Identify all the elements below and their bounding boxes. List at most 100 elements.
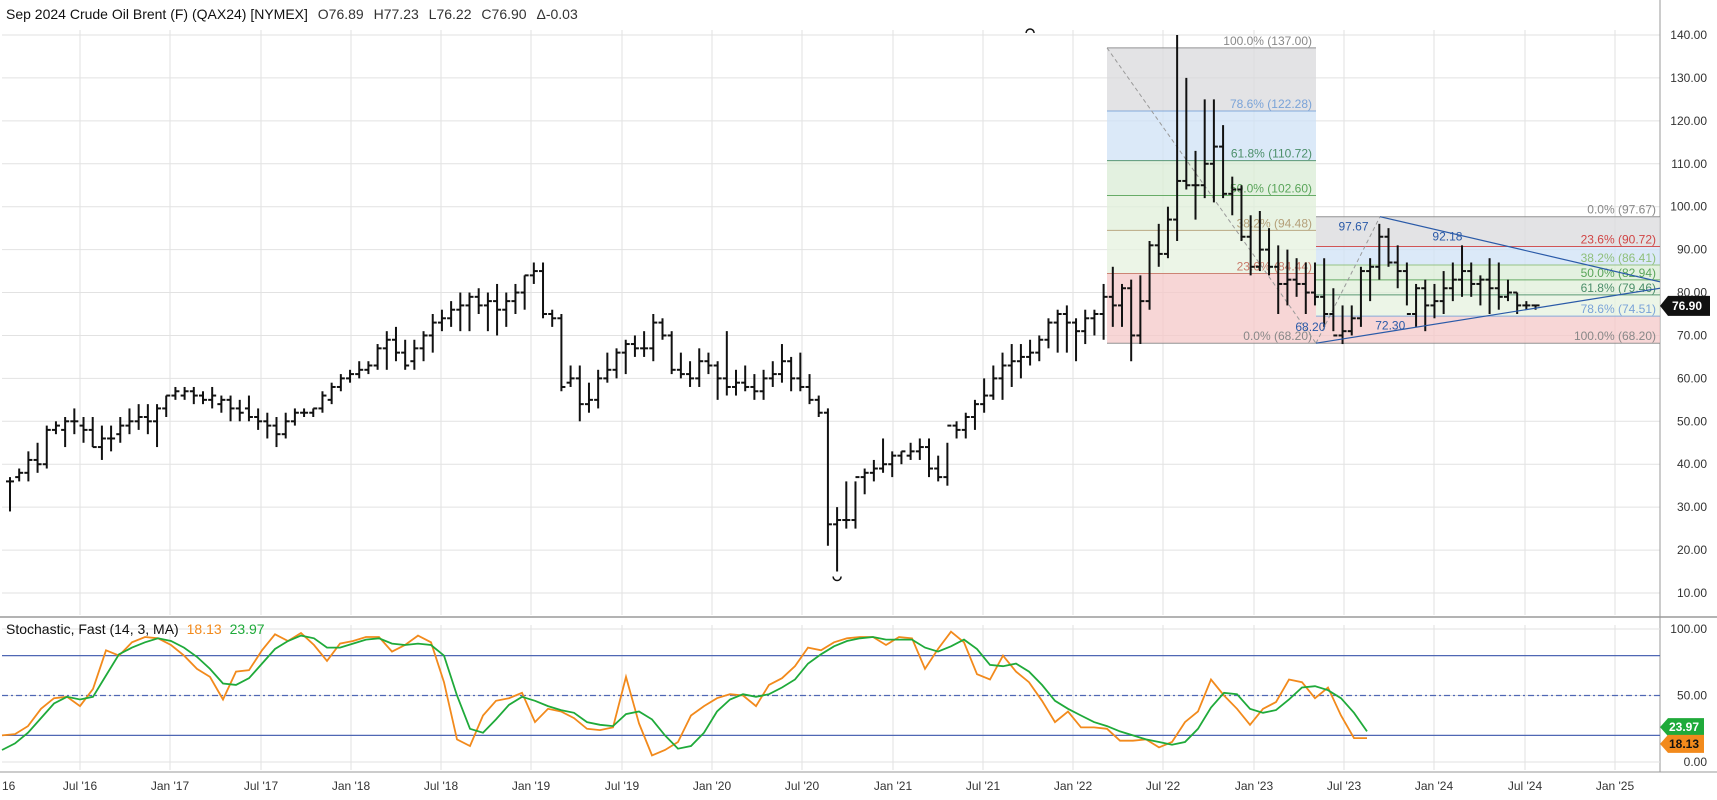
price-bar[interactable] bbox=[750, 374, 759, 400]
price-bar[interactable] bbox=[1136, 275, 1145, 345]
price-bar[interactable] bbox=[1191, 150, 1200, 220]
price-bar[interactable] bbox=[1412, 283, 1421, 327]
price-bar[interactable] bbox=[970, 399, 979, 430]
price-bar[interactable] bbox=[1513, 291, 1522, 314]
price-bar[interactable] bbox=[621, 339, 630, 375]
price-bar[interactable] bbox=[180, 386, 189, 400]
price-bar[interactable] bbox=[823, 408, 832, 546]
price-bar[interactable] bbox=[1035, 335, 1044, 362]
price-bar[interactable] bbox=[456, 292, 465, 332]
price-bar[interactable] bbox=[649, 314, 658, 362]
price-bar[interactable] bbox=[1310, 262, 1319, 306]
price-bar[interactable] bbox=[805, 374, 814, 405]
price-bar[interactable] bbox=[1016, 344, 1025, 379]
price-bar[interactable] bbox=[888, 451, 897, 478]
price-bar[interactable] bbox=[51, 421, 60, 435]
price-bar[interactable] bbox=[143, 404, 152, 435]
price-bar[interactable] bbox=[1117, 283, 1126, 327]
trendline-resistance[interactable] bbox=[1379, 216, 1661, 283]
price-bar[interactable] bbox=[1072, 318, 1081, 362]
price-bar[interactable] bbox=[428, 314, 437, 353]
price-bar[interactable] bbox=[695, 348, 704, 387]
price-bar[interactable] bbox=[290, 408, 299, 426]
price-bar[interactable] bbox=[511, 283, 520, 314]
price-bar[interactable] bbox=[6, 477, 14, 512]
price-bar[interactable] bbox=[980, 378, 989, 413]
price-bar[interactable] bbox=[667, 331, 676, 375]
price-bar[interactable] bbox=[107, 425, 116, 452]
price-bar[interactable] bbox=[1173, 35, 1182, 242]
price-bar[interactable] bbox=[1329, 288, 1338, 337]
price-bar[interactable] bbox=[97, 425, 106, 460]
price-bar[interactable] bbox=[603, 352, 612, 383]
price-bar[interactable] bbox=[732, 369, 741, 396]
price-bar[interactable] bbox=[1430, 283, 1439, 319]
price-bar[interactable] bbox=[869, 459, 878, 482]
price-bar[interactable] bbox=[1081, 309, 1090, 345]
price-bar[interactable] bbox=[879, 438, 888, 473]
price-bar[interactable] bbox=[1163, 206, 1172, 259]
price-bar[interactable] bbox=[1007, 344, 1016, 387]
date-axis[interactable]: 16 Jul '16 Jan '17 Jul '17 Jan '18 Jul '18 Jan… bbox=[2, 779, 1634, 793]
price-bar[interactable] bbox=[373, 344, 382, 370]
price-bars[interactable] bbox=[6, 28, 1540, 582]
price-bar[interactable] bbox=[1421, 279, 1430, 332]
price-bar[interactable] bbox=[1209, 99, 1218, 203]
price-bar[interactable] bbox=[842, 481, 851, 529]
price-bar[interactable] bbox=[1393, 245, 1402, 289]
price-axis[interactable]: 10.0020.0030.0040.0050.0060.0070.0080.00… bbox=[1660, 28, 1710, 600]
price-bar[interactable] bbox=[134, 404, 143, 430]
price-bar[interactable] bbox=[1356, 266, 1365, 327]
price-bar[interactable] bbox=[676, 352, 685, 379]
price-bar[interactable] bbox=[309, 407, 318, 418]
price-bar[interactable] bbox=[1237, 185, 1246, 242]
price-bar[interactable] bbox=[906, 442, 915, 460]
price-bar[interactable] bbox=[612, 348, 621, 379]
price-bar[interactable] bbox=[961, 412, 970, 439]
trend-lines[interactable] bbox=[1315, 216, 1661, 344]
price-bar[interactable] bbox=[1219, 125, 1228, 199]
price-bar[interactable] bbox=[88, 417, 97, 449]
price-bar[interactable] bbox=[1320, 258, 1329, 327]
price-bar[interactable] bbox=[768, 361, 777, 387]
price-bar[interactable] bbox=[594, 369, 603, 409]
price-bar[interactable] bbox=[1366, 258, 1375, 302]
price-bar[interactable] bbox=[777, 344, 786, 383]
price-bar[interactable] bbox=[1255, 210, 1264, 272]
price-bar[interactable] bbox=[575, 365, 584, 422]
price-bar[interactable] bbox=[391, 326, 400, 362]
price-bar[interactable] bbox=[1494, 262, 1503, 310]
price-bar[interactable] bbox=[1108, 266, 1117, 327]
price-bar[interactable] bbox=[300, 408, 309, 418]
price-bar[interactable] bbox=[851, 476, 860, 529]
price-bar[interactable] bbox=[539, 262, 548, 319]
price-bar[interactable] bbox=[1026, 339, 1035, 366]
price-bar[interactable] bbox=[548, 309, 557, 327]
price-bar[interactable] bbox=[943, 424, 952, 486]
price-bar[interactable] bbox=[42, 425, 51, 469]
price-bar[interactable] bbox=[1439, 271, 1448, 314]
price-bar[interactable] bbox=[787, 356, 796, 392]
price-bar[interactable] bbox=[162, 394, 171, 418]
price-bar[interactable] bbox=[741, 365, 750, 392]
price-bar[interactable] bbox=[1347, 305, 1356, 336]
price-bar[interactable] bbox=[1053, 309, 1062, 353]
price-bar[interactable] bbox=[208, 386, 217, 409]
price-bar[interactable] bbox=[1228, 176, 1237, 216]
price-bar[interactable] bbox=[1145, 241, 1154, 310]
price-bar[interactable] bbox=[1200, 99, 1209, 199]
trendline-support[interactable] bbox=[1315, 287, 1661, 344]
price-bar[interactable] bbox=[989, 365, 998, 400]
price-bar[interactable] bbox=[493, 283, 502, 336]
price-bar[interactable] bbox=[814, 395, 823, 418]
price-bar[interactable] bbox=[566, 365, 575, 387]
price-bar[interactable] bbox=[226, 395, 235, 422]
price-bar[interactable] bbox=[1154, 223, 1163, 267]
price-bar[interactable] bbox=[1503, 279, 1512, 302]
price-bar[interactable] bbox=[346, 369, 355, 383]
price-bar[interactable] bbox=[382, 331, 391, 370]
price-bar[interactable] bbox=[1448, 262, 1457, 302]
price-bar[interactable] bbox=[584, 382, 593, 413]
price-bar[interactable] bbox=[1265, 228, 1274, 276]
price-bar[interactable] bbox=[925, 438, 933, 478]
